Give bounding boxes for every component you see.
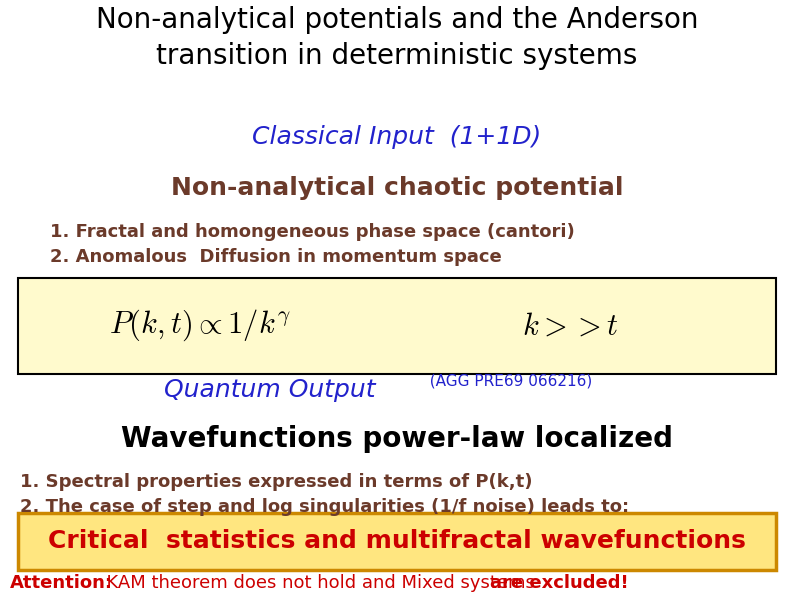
Text: 1. Fractal and homongeneous phase space (cantori)
2. Anomalous  Diffusion in mom: 1. Fractal and homongeneous phase space … [50,223,575,266]
FancyBboxPatch shape [18,513,776,570]
Text: Classical Input  (1+1D): Classical Input (1+1D) [252,125,542,149]
Text: Critical  statistics and multifractal wavefunctions: Critical statistics and multifractal wav… [48,530,746,553]
Text: KAM theorem does not hold and Mixed systems: KAM theorem does not hold and Mixed syst… [95,574,541,592]
Text: 1. Spectral properties expressed in terms of P(k,t)
2. The case of step and log : 1. Spectral properties expressed in term… [20,473,629,516]
Text: $P(k,t) \propto 1/k^{\gamma}$: $P(k,t) \propto 1/k^{\gamma}$ [109,308,291,343]
Text: (AGG PRE69 066216): (AGG PRE69 066216) [420,374,592,389]
Text: Quantum Output: Quantum Output [164,378,376,402]
Text: Non-analytical chaotic potential: Non-analytical chaotic potential [171,176,623,199]
Text: Non-analytical potentials and the Anderson
transition in deterministic systems: Non-analytical potentials and the Anders… [96,6,698,70]
FancyBboxPatch shape [18,278,776,374]
Text: Wavefunctions power-law localized: Wavefunctions power-law localized [121,425,673,453]
Text: $k >> t$: $k >> t$ [522,311,619,340]
Text: Attention:: Attention: [10,574,113,592]
Text: are excluded!: are excluded! [490,574,629,592]
